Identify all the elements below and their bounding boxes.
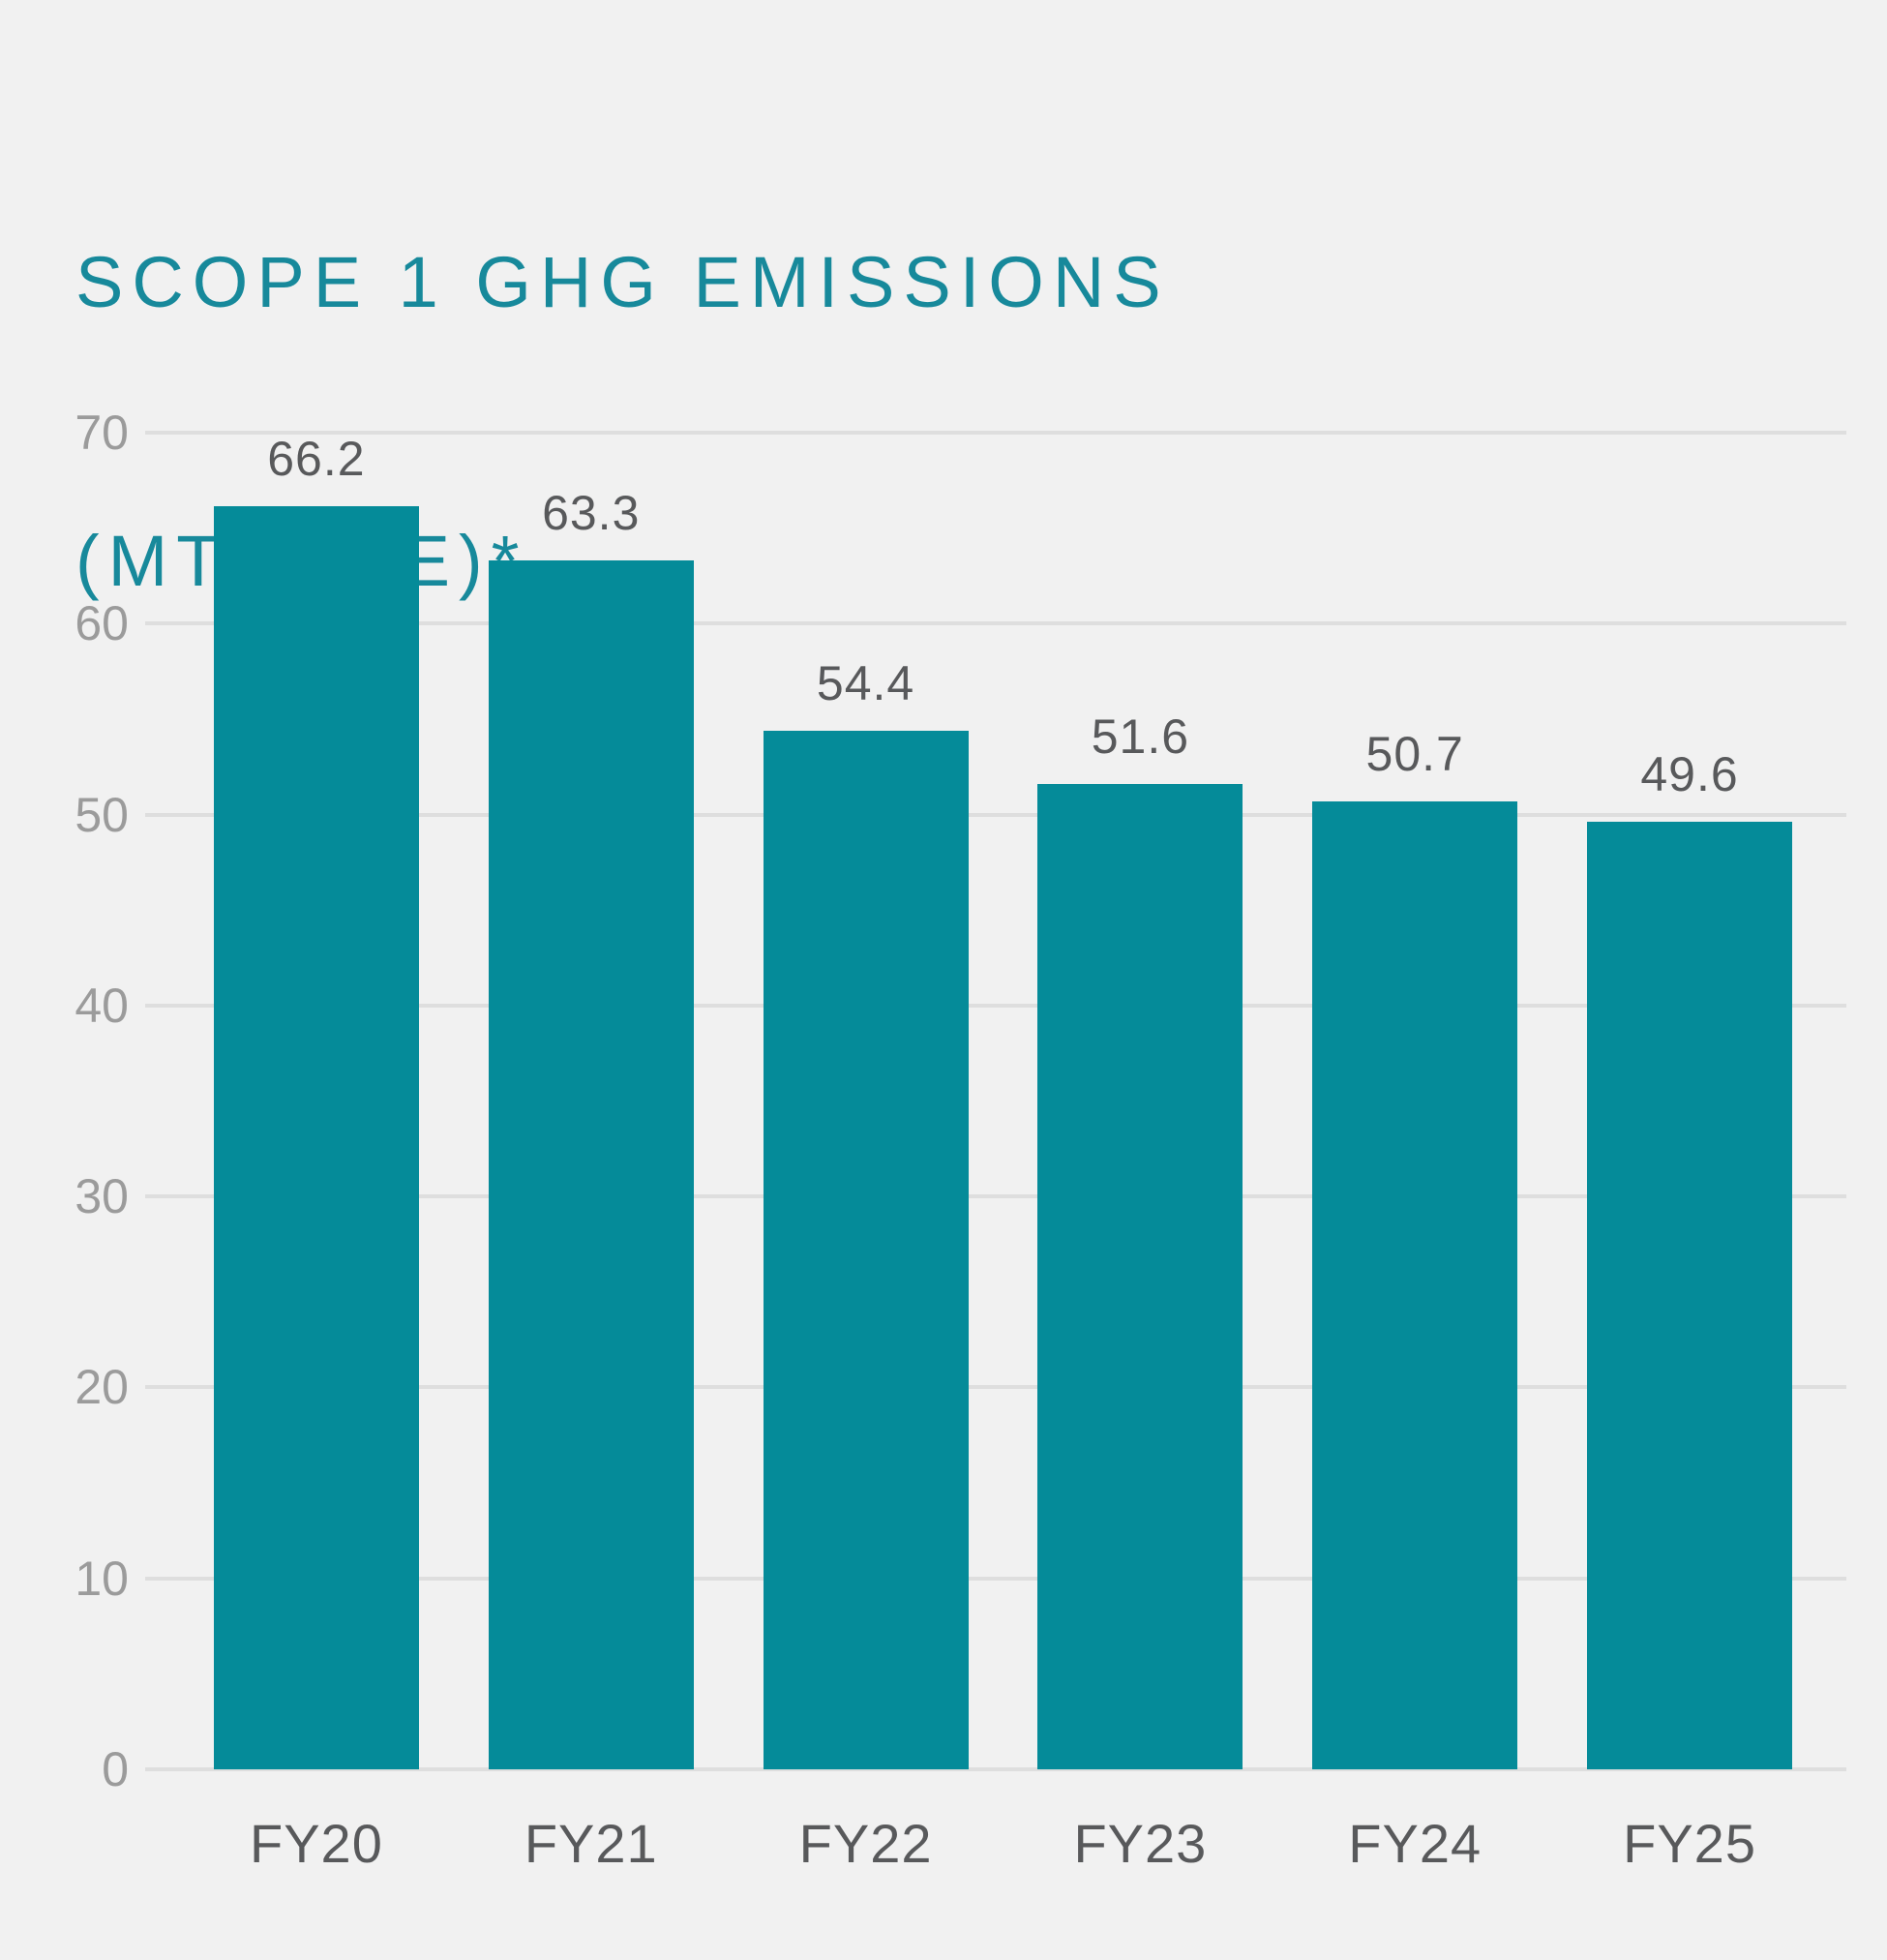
gridline-y-40 [145,1003,1846,1008]
bar-stack: 54.4 [763,433,969,1769]
x-axis-category-label-fy25: FY25 [1623,1813,1756,1874]
bar-group-fy23: 51.6 FY23 [1003,433,1277,1872]
bar-fy22 [763,730,969,1769]
bar-value-label-fy22: 54.4 [816,655,915,710]
x-axis-category-label-fy20: FY20 [249,1813,383,1874]
gridline-y-50 [145,812,1846,817]
gridline-y-30 [145,1194,1846,1199]
bar-fy24 [1312,800,1518,1769]
y-axis-tick-label-0: 0 [102,1742,129,1796]
bar-group-fy22: 54.4 FY22 [729,433,1003,1872]
bar-stack: 63.3 [488,433,694,1769]
y-axis-tick-label-10: 10 [75,1551,129,1606]
y-axis-tick-label-30: 30 [75,1169,129,1224]
bar-stack: 50.7 [1312,433,1518,1769]
bar-value-label-fy21: 63.3 [542,486,641,541]
bar-fy21 [488,560,694,1769]
gridline-y-60 [145,621,1846,626]
bar-group-fy25: 49.6 FY25 [1552,433,1827,1872]
y-axis-tick-label-40: 40 [75,978,129,1033]
x-axis-category-label-fy22: FY22 [798,1813,933,1874]
bar-value-label-fy24: 50.7 [1365,726,1464,781]
y-axis-tick-label-20: 20 [75,1360,129,1415]
bar-value-label-fy20: 66.2 [267,432,366,486]
bars-row: 66.2 FY20 63.3 FY21 54.4 FY22 51.6 FY23 50.7 FY24… [179,432,1827,1872]
bar-fy20 [213,506,419,1769]
bar-group-fy21: 63.3 FY21 [454,433,729,1872]
bar-group-fy20: 66.2 FY20 [179,432,454,1872]
chart-title-line1: SCOPE 1 GHG EMISSIONS [75,242,1170,322]
x-axis-category-label-fy24: FY24 [1348,1813,1483,1874]
bar-fy25 [1587,822,1793,1769]
plot-area: 66.2 FY20 63.3 FY21 54.4 FY22 51.6 FY23 50.7 FY24… [75,408,1846,1872]
bar-fy23 [1037,784,1243,1769]
x-axis-category-label-fy21: FY21 [524,1813,658,1874]
y-axis-tick-label-60: 60 [75,596,129,651]
bar-value-label-fy23: 51.6 [1091,709,1190,765]
bar-stack: 51.6 [1037,433,1243,1769]
bar-group-fy24: 50.7 FY24 [1277,433,1552,1872]
bar-stack: 66.2 [213,432,419,1769]
gridline-y-70 [145,431,1846,435]
bar-value-label-fy25: 49.6 [1640,747,1739,802]
x-axis-category-label-fy23: FY23 [1073,1813,1208,1874]
y-axis-tick-label-70: 70 [75,406,129,460]
y-axis-tick-label-50: 50 [75,787,129,842]
gridline-y-20 [145,1385,1846,1390]
gridline-y-0 [145,1767,1846,1771]
gridline-y-10 [145,1576,1846,1581]
bar-stack: 49.6 [1587,433,1793,1769]
